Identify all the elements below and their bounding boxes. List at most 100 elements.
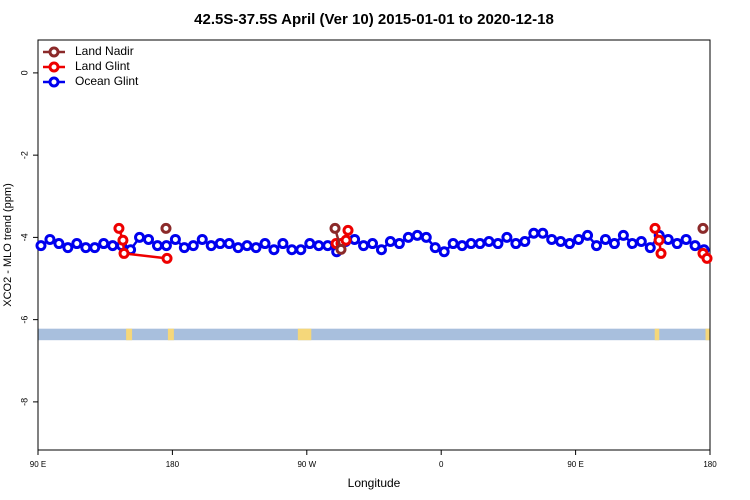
data-point [626, 238, 638, 250]
chart-title: 42.5S-37.5S April (Ver 10) 2015-01-01 to… [194, 11, 554, 28]
x-tick-label: 0 [439, 460, 444, 469]
data-point [474, 238, 486, 250]
legend-label: Land Nadir [75, 44, 134, 58]
data-point [564, 238, 576, 250]
data-point [447, 238, 459, 250]
data-point [62, 242, 74, 254]
data-point [358, 240, 370, 252]
data-point [402, 231, 414, 243]
data-point [232, 242, 244, 254]
ocean-band [38, 328, 710, 341]
data-point [223, 238, 235, 250]
y-tick-label: -6 [19, 316, 29, 324]
data-point [411, 229, 423, 241]
data-point [35, 240, 47, 252]
x-axis-label: Longitude [348, 476, 401, 490]
data-point [169, 233, 181, 245]
data-point [510, 238, 522, 250]
data-point [662, 233, 674, 245]
data-point [160, 240, 172, 252]
data-point [342, 224, 354, 236]
land-band [297, 328, 312, 341]
data-point [649, 222, 661, 234]
data-point [671, 238, 683, 250]
data-point [375, 244, 387, 256]
y-tick-label: -2 [19, 151, 29, 159]
data-point [420, 231, 432, 243]
land-band [126, 328, 133, 341]
data-point [143, 233, 155, 245]
data-point [117, 234, 129, 246]
legend-marker [48, 46, 60, 58]
data-point [599, 233, 611, 245]
data-point [71, 238, 83, 250]
data-point [304, 238, 316, 250]
data-point [555, 236, 567, 248]
data-point [113, 222, 125, 234]
data-point [519, 236, 531, 248]
data-point [44, 233, 56, 245]
legend-label: Ocean Glint [75, 74, 139, 88]
land-band [705, 328, 710, 341]
y-tick-label: -8 [19, 398, 29, 406]
data-point [367, 238, 379, 250]
data-point [178, 242, 190, 254]
data-point [492, 238, 504, 250]
data-point [286, 244, 298, 256]
data-point [644, 242, 656, 254]
data-point [582, 229, 594, 241]
data-point [313, 240, 325, 252]
data-point [456, 240, 468, 252]
data-point [349, 233, 361, 245]
data-point [635, 236, 647, 248]
legend-label: Land Glint [75, 59, 130, 73]
data-point [277, 238, 289, 250]
data-point [89, 242, 101, 254]
data-point [546, 233, 558, 245]
data-point [608, 238, 620, 250]
x-tick-label: 90 E [567, 460, 583, 469]
data-point [187, 240, 199, 252]
land-band [654, 328, 660, 341]
data-point [653, 234, 665, 246]
data-point [295, 244, 307, 256]
data-point [655, 247, 667, 259]
data-point [438, 246, 450, 258]
data-point [393, 238, 405, 250]
data-point [151, 240, 163, 252]
y-tick-label: -4 [19, 233, 29, 241]
x-tick-label: 90 E [30, 460, 46, 469]
data-point [53, 238, 65, 250]
data-point [537, 227, 549, 239]
data-point [335, 243, 347, 255]
data-point [329, 222, 341, 234]
data-point [268, 244, 280, 256]
data-point [680, 233, 692, 245]
data-point [250, 242, 262, 254]
x-tick-label: 180 [703, 460, 717, 469]
data-point [160, 222, 172, 234]
data-point [98, 238, 110, 250]
data-point [483, 236, 495, 248]
data-point [322, 240, 334, 252]
data-point [196, 233, 208, 245]
data-point [259, 238, 271, 250]
data-point [161, 252, 173, 264]
data-point [697, 222, 709, 234]
data-point [205, 240, 217, 252]
y-axis-label: XCO2 - MLO trend (ppm) [2, 183, 14, 306]
data-point [591, 240, 603, 252]
data-point [501, 231, 513, 243]
data-point [214, 238, 226, 250]
data-point [107, 240, 119, 252]
data-point [429, 242, 441, 254]
data-point [134, 231, 146, 243]
data-point [340, 234, 352, 246]
data-point [80, 242, 92, 254]
data-point [118, 247, 130, 259]
legend-marker [48, 76, 60, 88]
x-tick-label: 180 [166, 460, 180, 469]
land-band [167, 328, 174, 341]
x-tick-label: 90 W [297, 460, 316, 469]
